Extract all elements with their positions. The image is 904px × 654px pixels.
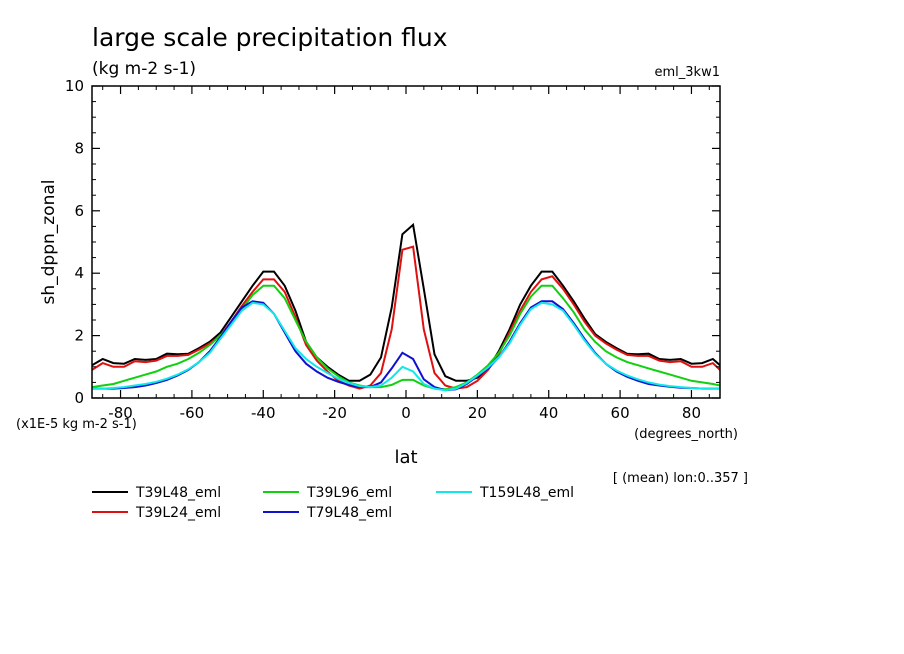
series-line-T159L48_eml	[92, 301, 720, 392]
footnote: [ (mean) lon:0..357 ]	[613, 471, 748, 486]
legend-label-T159L48_eml: T159L48_eml	[479, 485, 574, 501]
x-tick-label: 80	[682, 404, 701, 422]
series-line-T39L48_eml	[91, 222, 721, 382]
series-line-T79L48_eml	[92, 300, 720, 392]
chart-title: large scale precipitation flux	[92, 23, 448, 52]
x-tick-label: -40	[251, 404, 276, 422]
legend-label-T39L96_eml: T39L96_eml	[306, 485, 392, 501]
x-tick-label: 40	[539, 404, 558, 422]
chart-subtitle: (kg m-2 s-1)	[92, 59, 196, 79]
x-tick-label: -80	[108, 404, 133, 422]
y-tick-label: 6	[74, 202, 84, 220]
x-tick-label: 0	[401, 404, 411, 422]
y-units-label: (x1E-5 kg m-2 s-1)	[16, 417, 137, 432]
experiment-label: eml_3kw1	[655, 65, 720, 80]
x-units-label: (degrees_north)	[634, 427, 738, 442]
x-axis-label: lat	[394, 447, 417, 468]
y-tick-label: 2	[74, 327, 84, 345]
y-axis-label: sh_dppn_zonal	[39, 179, 59, 304]
legend-label-T39L24_eml: T39L24_eml	[135, 505, 221, 521]
series-layer	[91, 222, 721, 392]
x-tick-label: 60	[611, 404, 630, 422]
x-tick-label: 20	[468, 404, 487, 422]
legend-label-T79L48_eml: T79L48_eml	[306, 505, 392, 521]
legend-label-T39L48_eml: T39L48_eml	[135, 485, 221, 501]
y-tick-label: 10	[65, 77, 84, 95]
y-tick-label: 4	[74, 264, 84, 282]
x-tick-label: -60	[180, 404, 205, 422]
plot-frame	[91, 85, 721, 399]
legend: T39L48_eml T39L24_eml T39L96_eml T79L48_eml…	[92, 485, 574, 521]
y-tick-label: 0	[74, 389, 84, 407]
x-tick-label: -20	[322, 404, 347, 422]
ticks-layer: -80 -60 -40 -20 0 20 40 60 80 0 2 4 6 8 10	[65, 77, 720, 422]
series-line-T39L24_eml	[91, 245, 721, 390]
series-line-T39L96_eml	[91, 284, 721, 391]
y-tick-label: 8	[74, 139, 84, 157]
